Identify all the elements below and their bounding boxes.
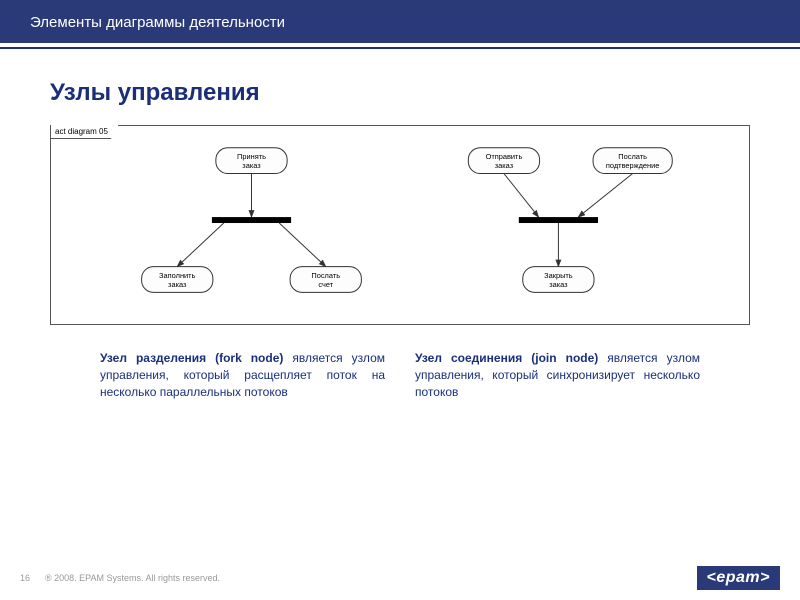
svg-text:Заполнить: Заполнить [159, 271, 195, 280]
copyright-text: ® 2008. EPAM Systems. All rights reserve… [45, 573, 697, 583]
svg-text:Принять: Принять [237, 152, 266, 161]
svg-text:Закрыть: Закрыть [544, 271, 573, 280]
flow-edge [578, 174, 632, 218]
activity-node-confirm: Послатьподтверждение [593, 148, 672, 174]
epam-logo: <epam> [697, 566, 780, 590]
fork-bar [212, 217, 291, 223]
join-bar [519, 217, 598, 223]
description-columns: Узел разделения (fork node) является узл… [0, 325, 800, 400]
activity-node-invoice: Послатьсчет [290, 267, 361, 293]
join-term: Узел соединения (join node) [415, 351, 598, 365]
svg-text:заказ: заказ [242, 161, 261, 170]
flow-edge [177, 223, 224, 267]
section-title: Узлы управления [0, 49, 800, 125]
flow-edge [504, 174, 539, 218]
activity-diagram: ПринятьзаказЗаполнитьзаказПослатьсчетОтп… [51, 126, 749, 324]
flow-edge [279, 223, 326, 267]
svg-text:Послать: Послать [311, 271, 340, 280]
diagram-frame: act diagram 05 ПринятьзаказЗаполнитьзака… [50, 125, 750, 325]
page-number: 16 [20, 573, 45, 583]
svg-text:счет: счет [318, 280, 333, 289]
activity-node-close: Закрытьзаказ [523, 267, 594, 293]
activity-node-accept: Принятьзаказ [216, 148, 287, 174]
svg-text:заказ: заказ [549, 280, 568, 289]
activity-node-fill: Заполнитьзаказ [142, 267, 213, 293]
fork-term: Узел разделения (fork node) [100, 351, 283, 365]
svg-text:заказ: заказ [495, 161, 514, 170]
svg-text:заказ: заказ [168, 280, 187, 289]
slide-footer: 16 ® 2008. EPAM Systems. All rights rese… [0, 566, 800, 590]
header-title: Элементы диаграммы деятельности [30, 14, 285, 31]
svg-text:Отправить: Отправить [486, 152, 523, 161]
activity-node-ship: Отправитьзаказ [468, 148, 539, 174]
svg-text:подтверждение: подтверждение [606, 161, 660, 170]
join-description: Узел соединения (join node) является узл… [415, 350, 700, 400]
svg-text:Послать: Послать [618, 152, 647, 161]
fork-description: Узел разделения (fork node) является узл… [100, 350, 385, 400]
slide-header: Элементы диаграммы деятельности [0, 0, 800, 43]
